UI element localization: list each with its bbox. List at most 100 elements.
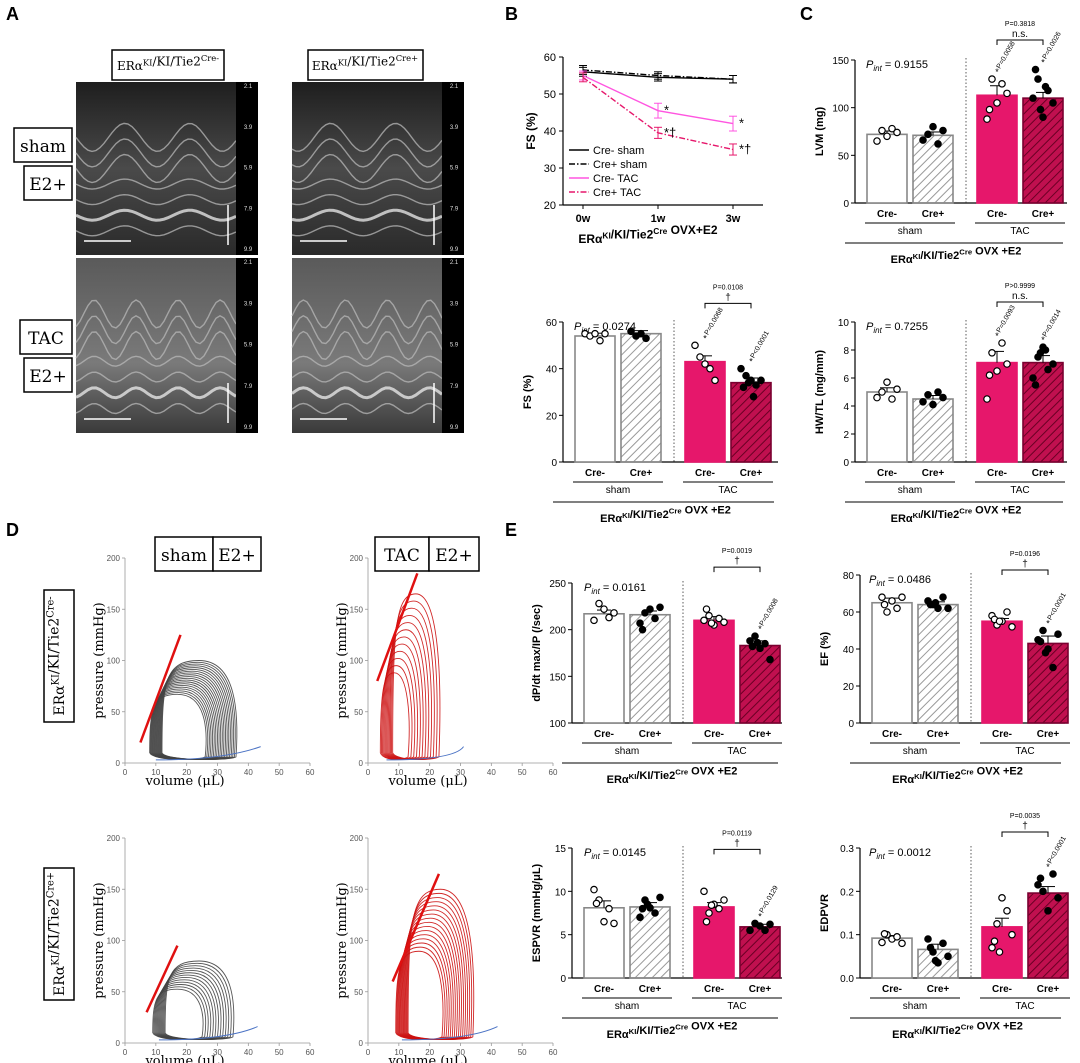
- panel-letter-c: C: [800, 4, 813, 24]
- bracket-mark: n.s.: [1012, 29, 1028, 40]
- x-tick-label: 0w: [576, 213, 591, 225]
- category-label: Cre-: [992, 729, 1012, 740]
- y-tick-label: 10: [555, 887, 567, 898]
- data-point: [924, 130, 932, 139]
- data-point: [929, 400, 937, 409]
- data-point: [990, 937, 999, 945]
- y-tick-label: 150: [549, 672, 566, 683]
- data-point: [995, 948, 1004, 956]
- echo-header-cre-plus: ERαKI/KI/Tie2Cre+: [312, 53, 418, 73]
- category-label: Cre-: [992, 984, 1012, 995]
- p-value-label: P<0.0001: [1047, 592, 1068, 622]
- bar: [629, 613, 671, 724]
- data-point: [1036, 105, 1045, 114]
- depth-scale-right-bottom: [442, 258, 464, 433]
- row-label-e2-top: E2+: [29, 175, 66, 195]
- data-point: [641, 609, 649, 617]
- espvr-line: [391, 873, 441, 982]
- y-tick-label: 8: [843, 346, 849, 357]
- y-tick-label: 60: [546, 318, 558, 329]
- category-label: Cre+: [922, 468, 945, 479]
- comparison-bracket: [1001, 831, 1049, 837]
- y-tick-label: 10: [838, 318, 850, 329]
- pv-y-axis-label: pressure (mmHg): [335, 882, 350, 998]
- y-tick-label: 100: [832, 104, 849, 115]
- significance-mark: *: [995, 67, 999, 77]
- data-point: [944, 604, 952, 613]
- pv-x-tick-label: 50: [275, 1048, 284, 1057]
- series-line: [582, 69, 734, 80]
- data-point: [707, 619, 716, 627]
- data-point: [701, 360, 709, 368]
- significance-mark: *: [758, 624, 762, 634]
- data-point: [898, 939, 906, 948]
- depth-tick-label: 5.9: [450, 343, 459, 349]
- data-point: [742, 371, 750, 380]
- pv-y-tick-label: 0: [359, 1039, 364, 1048]
- panel-letter-b: B: [505, 4, 518, 24]
- bar: [866, 133, 908, 204]
- group-label: sham: [903, 1001, 927, 1012]
- data-point: [924, 390, 932, 399]
- data-point: [636, 913, 644, 922]
- depth-tick-label: 3.9: [450, 125, 459, 131]
- echo-wall-trace: [75, 299, 237, 329]
- data-point: [1041, 346, 1050, 354]
- bar: [693, 906, 735, 979]
- data-point: [988, 943, 996, 952]
- bracket-p-value: P=0.0108: [713, 284, 743, 291]
- category-label: Cre-: [882, 729, 902, 740]
- depth-tick-label: 2.1: [450, 84, 459, 90]
- data-point: [651, 614, 659, 623]
- pv-x-tick-label: 60: [306, 1048, 315, 1057]
- p-value-label: P=0.0058: [996, 40, 1017, 70]
- echo-textures: [75, 122, 443, 423]
- data-point: [1044, 907, 1052, 915]
- y-tick-label: 0: [843, 199, 849, 210]
- data-point: [931, 598, 940, 607]
- data-point: [878, 593, 886, 602]
- pv-y-tick-label: 50: [354, 708, 363, 717]
- pv-x-tick-label: 50: [518, 1048, 527, 1057]
- data-point: [705, 909, 713, 917]
- pv-y-tick-label: 100: [350, 937, 364, 946]
- category-label: Cre+: [1037, 984, 1060, 995]
- y-axis-label: LVM (mg): [814, 107, 826, 157]
- pv-x-axis-label: volume (μL): [387, 1054, 467, 1063]
- echo-header-cre-minus: ERαKI/KI/Tie2Cre-: [117, 53, 219, 73]
- y-tick-label: 40: [843, 645, 855, 656]
- data-point: [893, 128, 901, 137]
- pv-y-tick-label: 0: [116, 759, 121, 768]
- category-label: Cre-: [987, 468, 1007, 479]
- data-point: [605, 904, 613, 913]
- legend-label: Cre- TAC: [593, 173, 638, 185]
- data-point: [656, 893, 664, 902]
- category-label: Cre-: [585, 468, 605, 479]
- pv-header-e2-left: E2+: [218, 546, 255, 566]
- bracket-mark: n.s.: [1012, 291, 1028, 302]
- data-point: [707, 901, 716, 910]
- significance-mark: *: [995, 331, 999, 341]
- data-point: [610, 609, 618, 617]
- data-point: [737, 364, 745, 373]
- bar: [912, 398, 954, 463]
- depth-tick-label: 5.9: [450, 166, 459, 172]
- pv-loop: [152, 988, 204, 1040]
- pv-x-tick-label: 40: [244, 768, 253, 777]
- data-point: [1003, 89, 1011, 98]
- data-point: [998, 339, 1006, 347]
- y-tick-label: 150: [832, 56, 849, 67]
- data-point: [944, 952, 952, 961]
- bar: [629, 906, 671, 979]
- data-point: [715, 614, 723, 623]
- pv-header-tac: TAC: [384, 546, 420, 566]
- echo-wall-trace: [75, 138, 237, 168]
- p-value-label: P=0.0068: [704, 307, 725, 337]
- y-tick-label: 0: [848, 719, 854, 730]
- data-point: [1049, 99, 1057, 107]
- depth-tick-label: 3.9: [450, 301, 459, 307]
- pv-loop: [149, 693, 207, 760]
- pv-x-tick-label: 20: [425, 768, 434, 777]
- echo-wall-trace: [75, 225, 237, 237]
- bracket-mark: †: [1022, 559, 1028, 570]
